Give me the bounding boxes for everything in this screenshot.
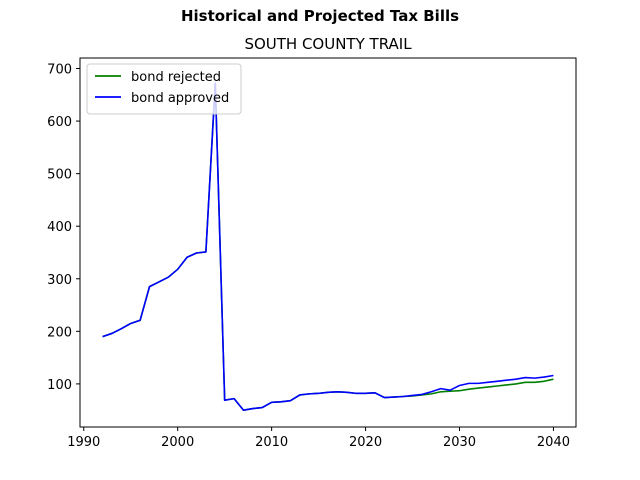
x-tick-label: 2030	[443, 435, 476, 450]
y-tick-label: 100	[47, 378, 72, 393]
chart-title: SOUTH COUNTY TRAIL	[244, 35, 412, 53]
x-tick-label: 2040	[537, 435, 570, 450]
y-tick-label: 700	[47, 63, 72, 78]
y-tick-label: 300	[47, 273, 72, 288]
x-tick-label: 2010	[255, 435, 288, 450]
figure-suptitle: Historical and Projected Tax Bills	[180, 7, 460, 25]
y-tick-label: 500	[47, 168, 72, 183]
y-tick-label: 200	[47, 325, 72, 340]
legend-label: bond approved	[131, 91, 229, 106]
series-line-bond-approved	[102, 82, 554, 411]
legend-box	[86, 63, 242, 115]
x-tick-label: 1990	[67, 435, 100, 450]
legend-label: bond rejected	[131, 70, 221, 85]
y-tick-label: 400	[47, 220, 72, 235]
y-tick-label: 600	[47, 115, 72, 130]
x-tick-label: 2020	[349, 435, 382, 450]
plot-area-frame	[79, 57, 577, 428]
series-line-bond-rejected	[102, 82, 554, 411]
x-tick-label: 2000	[161, 435, 194, 450]
